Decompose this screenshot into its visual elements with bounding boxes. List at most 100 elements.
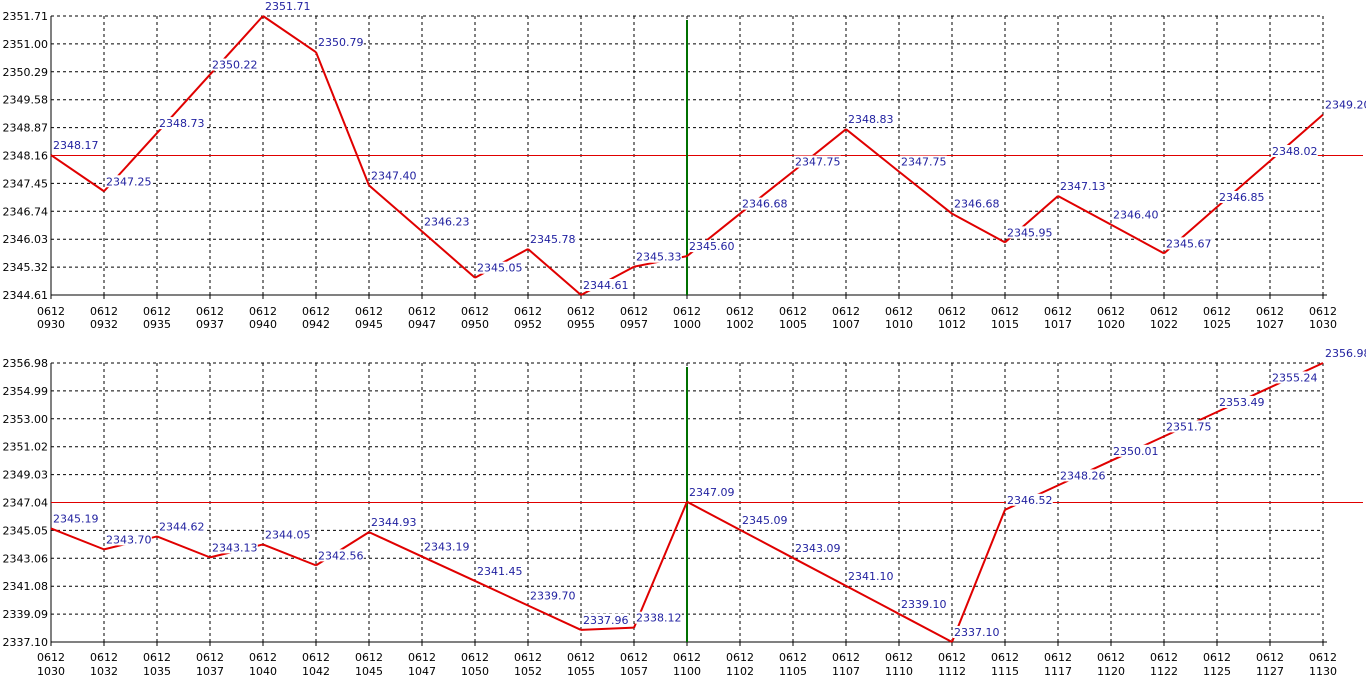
x-tick-label-time: 1030 (37, 665, 65, 678)
x-tick-label-date: 0612 (1203, 651, 1231, 664)
data-label: 2343.13 (212, 541, 258, 554)
x-tick-label-date: 0612 (196, 305, 224, 318)
series-segment (157, 536, 210, 557)
data-label: 2344.62 (159, 520, 205, 533)
data-label: 2346.68 (954, 198, 1000, 211)
x-tick-label-date: 0612 (938, 651, 966, 664)
x-tick-label-time: 1010 (885, 318, 913, 331)
x-tick-label-date: 0612 (1256, 651, 1284, 664)
y-tick-label: 2353.00 (3, 413, 49, 426)
data-label: 2345.95 (1007, 226, 1053, 239)
x-tick-label-date: 0612 (1309, 305, 1337, 318)
x-tick-label-date: 0612 (938, 305, 966, 318)
series-segment (899, 614, 952, 642)
x-tick-label-time: 1100 (673, 665, 701, 678)
data-label: 2349.20 (1325, 99, 1366, 112)
y-tick-label: 2351.00 (3, 38, 49, 51)
x-tick-label-time: 1052 (514, 665, 542, 678)
x-tick-label-date: 0612 (1097, 305, 1125, 318)
y-tick-label: 2339.09 (3, 608, 49, 621)
y-tick-label: 2354.99 (3, 385, 49, 398)
x-tick-label-date: 0612 (302, 305, 330, 318)
data-label: 2348.26 (1060, 469, 1106, 482)
x-tick-label-time: 1042 (302, 665, 330, 678)
series-segment (687, 502, 740, 530)
series-segment (846, 586, 899, 614)
data-label: 2342.56 (318, 549, 364, 562)
data-label: 2337.96 (583, 614, 629, 627)
series-segment (316, 52, 369, 185)
x-tick-label-date: 0612 (567, 651, 595, 664)
data-label: 2339.10 (901, 598, 947, 611)
x-tick-label-time: 1130 (1309, 665, 1337, 678)
x-tick-label-time: 0957 (620, 318, 648, 331)
x-tick-label-date: 0612 (249, 651, 277, 664)
x-tick-label-time: 1027 (1256, 318, 1284, 331)
x-tick-label-date: 0612 (355, 651, 383, 664)
y-tick-label: 2341.08 (3, 580, 49, 593)
x-tick-label-time: 1030 (1309, 318, 1337, 331)
x-tick-label-date: 0612 (885, 651, 913, 664)
x-tick-label-date: 0612 (1150, 651, 1178, 664)
data-label: 2348.83 (848, 113, 894, 126)
x-tick-label-time: 1055 (567, 665, 595, 678)
data-label: 2343.70 (106, 533, 152, 546)
data-label: 2348.73 (159, 117, 205, 130)
x-tick-label-date: 0612 (1097, 651, 1125, 664)
data-label: 2345.67 (1166, 237, 1212, 250)
x-tick-label-date: 0612 (673, 305, 701, 318)
x-tick-label-time: 0937 (196, 318, 224, 331)
data-label: 2338.12 (636, 612, 682, 625)
x-tick-label-date: 0612 (832, 305, 860, 318)
x-tick-label-date: 0612 (408, 651, 436, 664)
x-tick-label-time: 0932 (90, 318, 118, 331)
series-segment (899, 172, 952, 214)
data-label: 2356.98 (1325, 347, 1366, 360)
x-tick-label-date: 0612 (779, 305, 807, 318)
x-tick-label-time: 1002 (726, 318, 754, 331)
x-tick-label-date: 0612 (726, 651, 754, 664)
data-label: 2347.09 (689, 486, 735, 499)
data-label: 2345.33 (636, 251, 682, 264)
data-label: 2341.45 (477, 565, 523, 578)
data-label: 2344.05 (265, 528, 311, 541)
x-tick-label-date: 0612 (302, 651, 330, 664)
y-tick-label: 2351.71 (3, 10, 49, 23)
data-label: 2343.19 (424, 541, 470, 554)
chart-panel-top: 2351.712351.002350.292349.582348.872348.… (3, 0, 1366, 331)
series-segment (528, 606, 581, 630)
x-tick-label-time: 1120 (1097, 665, 1125, 678)
y-tick-label: 2348.16 (3, 150, 49, 163)
x-tick-label-time: 1127 (1256, 665, 1284, 678)
x-tick-label-date: 0612 (37, 651, 65, 664)
x-tick-label-date: 0612 (514, 651, 542, 664)
x-tick-label-date: 0612 (355, 305, 383, 318)
x-tick-label-date: 0612 (143, 305, 171, 318)
x-tick-label-time: 1105 (779, 665, 807, 678)
x-tick-label-date: 0612 (196, 651, 224, 664)
x-tick-label-time: 1007 (832, 318, 860, 331)
x-tick-label-time: 0955 (567, 318, 595, 331)
data-label: 2345.09 (742, 514, 788, 527)
x-tick-label-time: 0947 (408, 318, 436, 331)
x-tick-label-time: 1112 (938, 665, 966, 678)
x-tick-label-time: 0952 (514, 318, 542, 331)
y-tick-label: 2345.05 (3, 524, 49, 537)
y-tick-label: 2349.03 (3, 469, 49, 482)
x-tick-label-date: 0612 (90, 651, 118, 664)
data-label: 2353.49 (1219, 396, 1265, 409)
data-label: 2350.01 (1113, 445, 1159, 458)
x-tick-label-time: 1032 (90, 665, 118, 678)
x-tick-label-date: 0612 (1203, 305, 1231, 318)
x-tick-label-time: 1035 (143, 665, 171, 678)
x-tick-label-date: 0612 (991, 651, 1019, 664)
x-tick-label-time: 0935 (143, 318, 171, 331)
data-label: 2346.52 (1007, 494, 1053, 507)
data-label: 2355.24 (1272, 371, 1318, 384)
data-label: 2346.85 (1219, 191, 1265, 204)
y-tick-label: 2337.10 (3, 636, 49, 649)
x-tick-label-time: 1122 (1150, 665, 1178, 678)
x-tick-label-date: 0612 (1044, 305, 1072, 318)
series-segment (475, 581, 528, 606)
x-tick-label-time: 0930 (37, 318, 65, 331)
